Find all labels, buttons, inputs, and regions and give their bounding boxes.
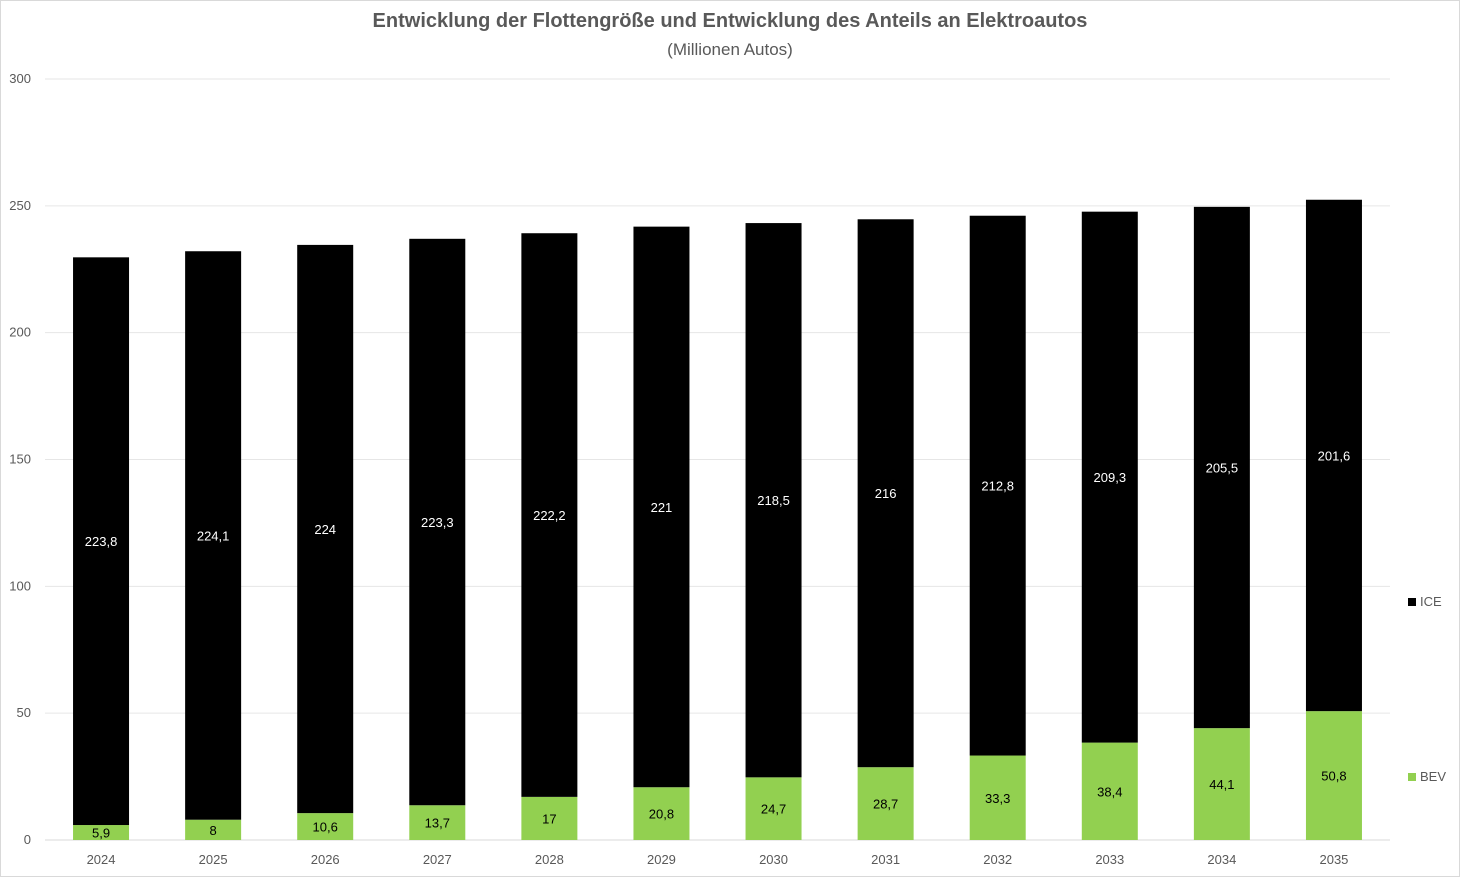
bar-ice: [745, 223, 802, 778]
bar-bev: [409, 805, 466, 840]
data-label-ice: 216: [875, 486, 897, 501]
y-tick-label: 100: [9, 578, 31, 593]
bar-bev: [1193, 728, 1250, 840]
bar-ice: [1305, 199, 1362, 712]
legend-swatch-ice: [1408, 597, 1416, 606]
bar-ice: [857, 219, 914, 768]
data-label-ice: 218,5: [757, 493, 790, 508]
data-label-bev: 28,7: [873, 797, 898, 812]
y-tick-label: 50: [17, 705, 31, 720]
bar-ice: [521, 233, 578, 797]
y-tick-label: 300: [9, 71, 31, 86]
data-label-bev: 20,8: [649, 807, 674, 822]
data-label-bev: 10,6: [313, 820, 338, 835]
x-tick-label: 2035: [1319, 852, 1348, 867]
legend-label-bev: BEV: [1420, 769, 1447, 784]
data-label-bev: 33,3: [985, 791, 1010, 806]
data-label-bev: 50,8: [1321, 769, 1346, 784]
data-label-bev: 8: [210, 823, 217, 838]
legend-item-bev: BEV: [1408, 769, 1446, 784]
bar-bev: [1305, 711, 1362, 840]
y-tick-label: 250: [9, 198, 31, 213]
bar-ice: [297, 244, 354, 814]
bar-ice: [185, 251, 242, 820]
chart-subtitle: (Millionen Autos): [667, 40, 793, 59]
data-label-bev: 44,1: [1209, 777, 1234, 792]
bar-bev: [521, 796, 578, 840]
y-tick-label: 0: [24, 832, 31, 847]
bar-bev: [633, 787, 690, 840]
data-label-bev: 5,9: [92, 826, 110, 841]
data-label-bev: 24,7: [761, 802, 786, 817]
bar-ice: [1081, 211, 1138, 743]
x-tick-label: 2028: [535, 852, 564, 867]
legend-swatch-bev: [1408, 772, 1416, 781]
bar-ice: [409, 238, 466, 806]
x-tick-label: 2024: [87, 852, 116, 867]
bar-bev: [73, 825, 130, 840]
data-label-ice: 224: [314, 522, 336, 537]
bar-bev: [1081, 742, 1138, 840]
y-tick-label: 150: [9, 452, 31, 467]
data-label-ice: 224,1: [197, 528, 230, 543]
data-label-bev: 38,4: [1097, 784, 1122, 799]
data-label-ice: 221: [651, 500, 673, 515]
data-label-bev: 17: [542, 811, 556, 826]
data-label-ice: 212,8: [981, 479, 1014, 494]
y-tick-label: 200: [9, 325, 31, 340]
x-tick-label: 2027: [423, 852, 452, 867]
x-tick-label: 2032: [983, 852, 1012, 867]
bar-ice: [633, 226, 690, 788]
x-tick-label: 2031: [871, 852, 900, 867]
chart-title: Entwicklung der Flottengröße und Entwick…: [372, 10, 1088, 32]
bar-bev: [297, 813, 354, 840]
x-tick-label: 2025: [199, 852, 228, 867]
data-label-ice: 205,5: [1206, 460, 1239, 475]
legend-label-ice: ICE: [1420, 594, 1442, 609]
bar-bev: [857, 767, 914, 840]
bar-bev: [745, 777, 802, 840]
data-label-ice: 223,3: [421, 515, 454, 530]
data-label-ice: 223,8: [85, 534, 118, 549]
legend-item-ice: ICE: [1408, 594, 1442, 609]
data-label-ice: 222,2: [533, 508, 566, 523]
x-tick-label: 2033: [1095, 852, 1124, 867]
bar-bev: [969, 755, 1026, 840]
x-tick-label: 2034: [1207, 852, 1236, 867]
bar-ice: [969, 215, 1026, 756]
data-label-ice: 201,6: [1318, 448, 1351, 463]
x-tick-label: 2030: [759, 852, 788, 867]
x-tick-label: 2026: [311, 852, 340, 867]
bar-bev: [185, 819, 242, 840]
data-label-ice: 209,3: [1094, 470, 1127, 485]
bar-ice: [1193, 206, 1250, 729]
bar-ice: [73, 257, 130, 826]
data-label-bev: 13,7: [425, 816, 450, 831]
x-tick-label: 2029: [647, 852, 676, 867]
